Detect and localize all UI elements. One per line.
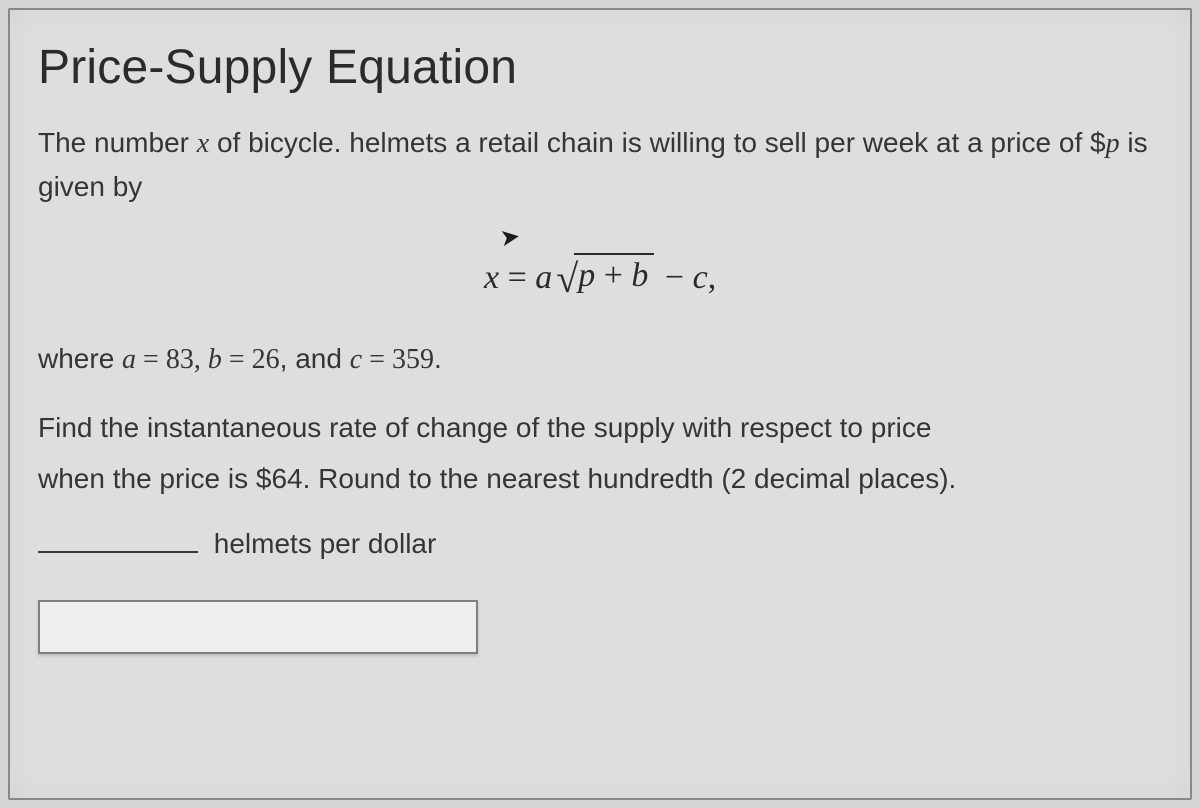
question-panel: Price-Supply Equation The number x of bi… <box>8 8 1192 800</box>
where-line: where a = 83, b = 26, and c = 359. <box>38 343 1162 376</box>
eq-a: a <box>535 259 552 296</box>
where-and: , and <box>280 343 350 374</box>
eq-sqrt: √p + b <box>556 255 654 297</box>
where-prefix: where <box>38 343 122 374</box>
eq-comma: , <box>708 259 717 296</box>
intro-text: The number x of bicycle. helmets a retai… <box>38 121 1162 209</box>
where-b-val: 26 <box>252 344 280 375</box>
eq-b: b <box>631 257 648 294</box>
eq-minus: − <box>656 259 692 296</box>
answer-input[interactable] <box>38 600 478 654</box>
page-title: Price-Supply Equation <box>38 40 1162 95</box>
eq-plus: + <box>595 257 631 294</box>
eq-lhs-x: x <box>484 259 499 296</box>
where-c-sym: c <box>350 344 362 375</box>
eq-c: c <box>693 259 708 296</box>
equation-row: ➤ x = a√p + b − c, <box>38 217 1162 317</box>
where-a-val: 83 <box>166 344 194 375</box>
eq-equals: = <box>499 259 535 296</box>
where-a-sym: a <box>122 344 136 375</box>
cursor-icon: ➤ <box>498 222 522 254</box>
answer-blank <box>38 525 198 553</box>
answer-input-row <box>38 600 1162 654</box>
eq-p: p <box>578 257 595 294</box>
intro-var-x: x <box>197 128 209 159</box>
where-b-sym: b <box>208 344 222 375</box>
answer-line: helmets per dollar <box>38 525 1162 560</box>
equation: x = a√p + b − c, <box>484 255 716 297</box>
answer-unit: helmets per dollar <box>206 528 436 559</box>
intro-var-p: p <box>1106 128 1120 159</box>
eq-radicand: p + b <box>574 253 654 295</box>
where-period: . <box>434 343 442 374</box>
question-line-2: when the price is $64. Round to the near… <box>38 457 1162 500</box>
intro-part2: of bicycle. helmets a retail chain is wi… <box>209 127 1105 158</box>
intro-part1: The number <box>38 127 197 158</box>
where-c-val: 359 <box>392 344 434 375</box>
question-line-1: Find the instantaneous rate of change of… <box>38 406 1162 449</box>
